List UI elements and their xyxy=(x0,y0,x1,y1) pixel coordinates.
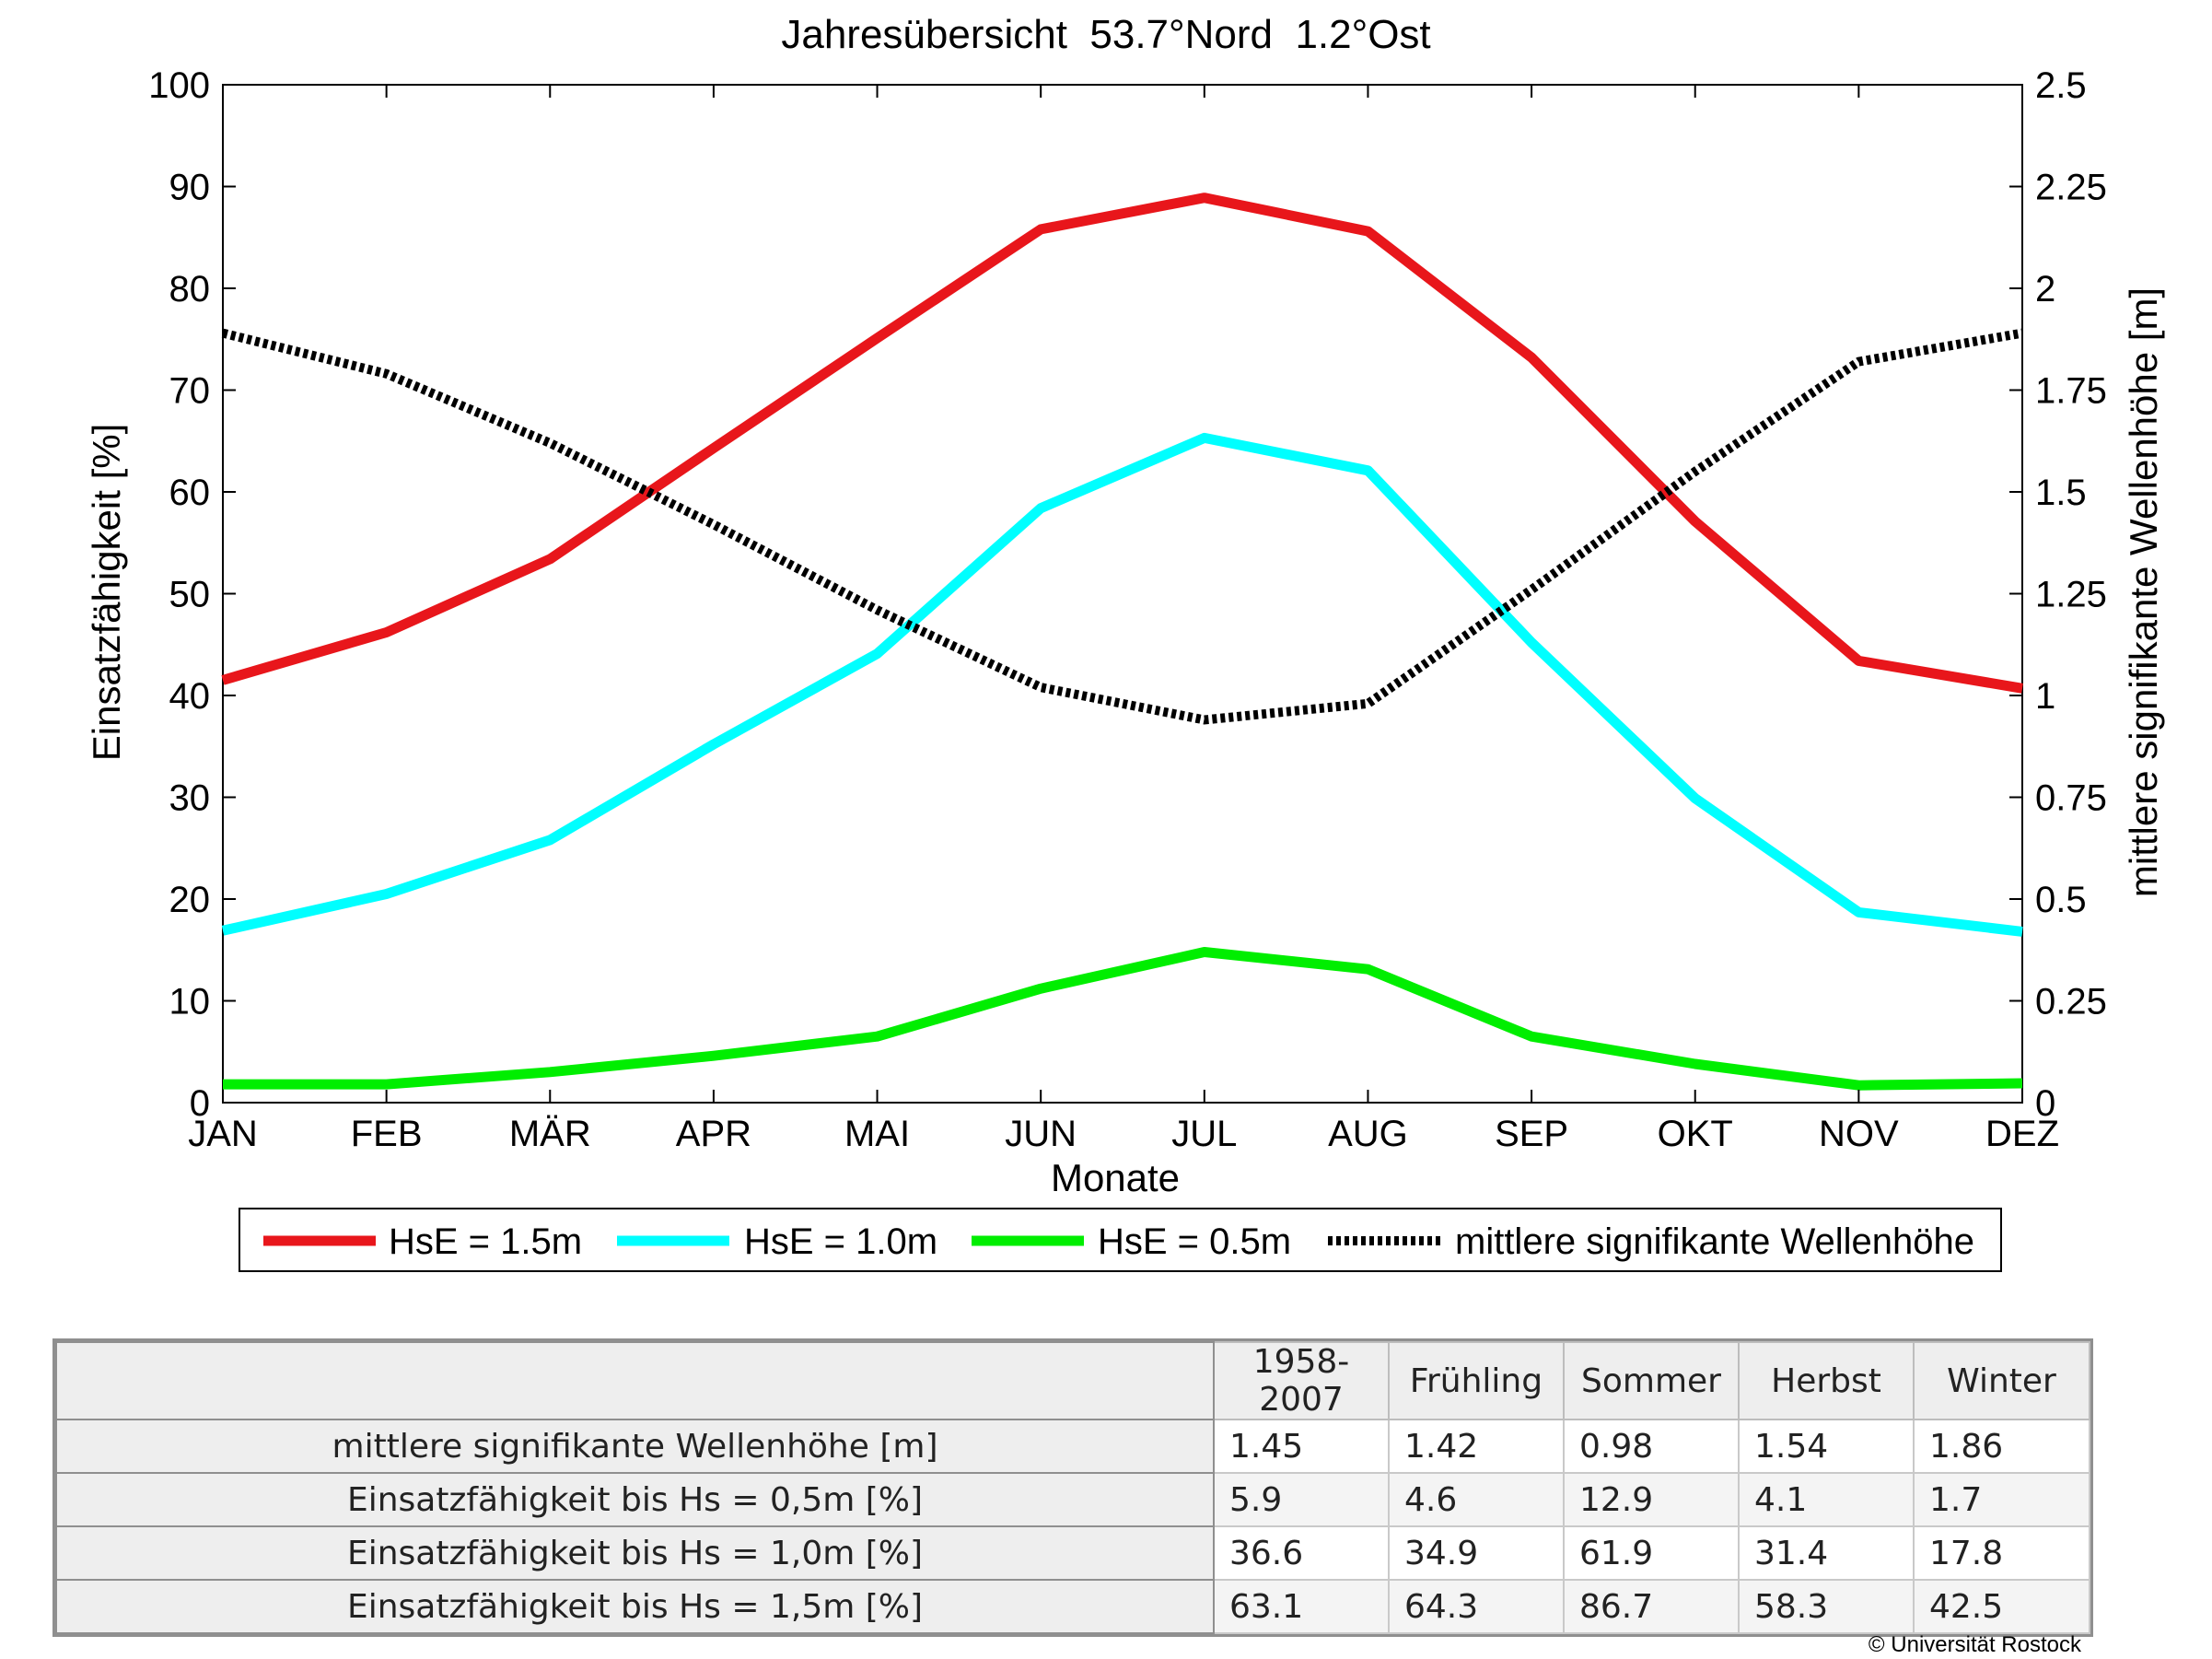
table-cell: 64.3 xyxy=(1388,1579,1565,1634)
series-line-3 xyxy=(221,328,2023,725)
y-tick-label: 80 xyxy=(169,269,211,310)
table-cell: 58.3 xyxy=(1738,1579,1915,1634)
table-header-winter[interactable]: Winter xyxy=(1913,1341,2090,1420)
y2-tick-label: 2.5 xyxy=(2035,65,2087,106)
series-line-1 xyxy=(221,432,2023,937)
table-cell: 1.45 xyxy=(1213,1419,1390,1474)
y-tick-label: 30 xyxy=(169,778,211,819)
table-header-spring[interactable]: Frühling xyxy=(1388,1341,1565,1420)
table-cell: 86.7 xyxy=(1563,1579,1740,1634)
table-corner-cell xyxy=(55,1341,1215,1420)
x-axis-label: Monate xyxy=(1051,1156,1180,1199)
x-tick-label: AUG xyxy=(1328,1114,1408,1154)
y2-tick-label: 2.25 xyxy=(2035,168,2107,208)
legend-label: HsE = 1.0m xyxy=(744,1221,937,1262)
chart-title: Jahresübersicht 53.7°Nord 1.2°Ost xyxy=(781,12,1430,57)
row-label: Einsatzfähigkeit bis Hs = 1,5m [%] xyxy=(55,1579,1215,1634)
y-tick-label: 60 xyxy=(169,473,211,513)
table-header-summer[interactable]: Sommer xyxy=(1563,1341,1740,1420)
table-cell: 34.9 xyxy=(1388,1525,1565,1581)
y2-tick-label: 1.75 xyxy=(2035,371,2107,412)
table-cell: 1.7 xyxy=(1913,1472,2090,1527)
y2-tick-label: 1 xyxy=(2035,676,2055,717)
x-tick-label: JUN xyxy=(1005,1114,1077,1154)
table-cell: 12.9 xyxy=(1563,1472,1740,1527)
table-cell: 0.98 xyxy=(1563,1419,1740,1474)
table-row: Einsatzfähigkeit bis Hs = 0,5m [%] 5.9 4… xyxy=(55,1472,2090,1527)
series-line-0 xyxy=(221,193,2023,694)
copyright-notice: © Universität Rostock xyxy=(1868,1632,2081,1657)
x-tick-label: OKT xyxy=(1658,1114,1733,1154)
y2-tick-label: 0.25 xyxy=(2035,982,2107,1022)
y-tick-label: 100 xyxy=(148,65,210,106)
y2-tick-label: 0 xyxy=(2035,1083,2055,1124)
y-tick-label: 70 xyxy=(169,371,211,412)
x-tick-label: FEB xyxy=(351,1114,423,1154)
legend-label: HsE = 0.5m xyxy=(1098,1221,1291,1262)
table-cell: 5.9 xyxy=(1213,1472,1390,1527)
table-cell: 61.9 xyxy=(1563,1525,1740,1581)
plot-area xyxy=(222,84,2023,1104)
table-header-row: 1958-2007 Frühling Sommer Herbst Winter xyxy=(55,1341,2090,1420)
legend: HsE = 1.5m HsE = 1.0m HsE = 0.5m mittlere s… xyxy=(239,1208,2002,1272)
table-cell: 4.6 xyxy=(1388,1472,1565,1527)
x-tick-label: JAN xyxy=(188,1114,258,1154)
y-tick-label: 20 xyxy=(169,880,211,920)
table-cell: 36.6 xyxy=(1213,1525,1390,1581)
table-row: Einsatzfähigkeit bis Hs = 1,5m [%] 63.1 … xyxy=(55,1579,2090,1634)
x-tick-label: SEP xyxy=(1495,1114,1568,1154)
row-label: Einsatzfähigkeit bis Hs = 1,0m [%] xyxy=(55,1525,1215,1581)
legend-label: HsE = 1.5m xyxy=(389,1221,582,1262)
x-tick-label: MÄR xyxy=(509,1114,591,1154)
row-label: mittlere signifikante Wellenhöhe [m] xyxy=(55,1419,1215,1474)
table-cell: 1.54 xyxy=(1738,1419,1915,1474)
table-cell: 4.1 xyxy=(1738,1472,1915,1527)
table-cell: 63.1 xyxy=(1213,1579,1390,1634)
statistics-table: 1958-2007 Frühling Sommer Herbst Winter … xyxy=(52,1338,2093,1637)
y-tick-label: 90 xyxy=(169,168,211,208)
y2-tick-label: 0.75 xyxy=(2035,778,2107,819)
table-cell: 1.86 xyxy=(1913,1419,2090,1474)
x-tick-label: DEZ xyxy=(1985,1114,2059,1154)
series-line-2 xyxy=(223,947,2023,1091)
table-row: mittlere signifikante Wellenhöhe [m] 1.4… xyxy=(55,1419,2090,1474)
y-axis-label: Einsatzfähigkeit [%] xyxy=(85,424,128,762)
y-tick-label: 10 xyxy=(169,982,211,1022)
table-cell: 31.4 xyxy=(1738,1525,1915,1581)
row-label: Einsatzfähigkeit bis Hs = 0,5m [%] xyxy=(55,1472,1215,1527)
x-tick-label: APR xyxy=(676,1114,751,1154)
x-tick-label: MAI xyxy=(844,1114,910,1154)
y2-tick-label: 1.5 xyxy=(2035,473,2087,513)
table-row: Einsatzfähigkeit bis Hs = 1,0m [%] 36.6 … xyxy=(55,1525,2090,1581)
y-tick-label: 50 xyxy=(169,575,211,615)
table-cell: 17.8 xyxy=(1913,1525,2090,1581)
y2-tick-label: 2 xyxy=(2035,269,2055,310)
y-tick-label: 0 xyxy=(190,1083,210,1124)
table-cell: 1.42 xyxy=(1388,1419,1565,1474)
x-tick-label: NOV xyxy=(1819,1114,1899,1154)
y2-tick-label: 1.25 xyxy=(2035,575,2107,615)
table-cell: 42.5 xyxy=(1913,1579,2090,1634)
chart: Jahresübersicht 53.7°Nord 1.2°Ost JAN FEB… xyxy=(85,12,2165,1272)
legend-label: mittlere signifikante Wellenhöhe xyxy=(1455,1221,1974,1262)
y-tick-label: 40 xyxy=(169,676,211,717)
x-tick-label: JUL xyxy=(1171,1114,1237,1154)
table-header-period[interactable]: 1958-2007 xyxy=(1213,1341,1390,1420)
statistics-table-container: 1958-2007 Frühling Sommer Herbst Winter … xyxy=(52,1338,2093,1637)
table-header-autumn[interactable]: Herbst xyxy=(1738,1341,1915,1420)
y2-axis-label: mittlere signifikante Wellenhöhe [m] xyxy=(2122,287,2165,897)
legend-box xyxy=(239,1208,2002,1272)
y2-tick-label: 0.5 xyxy=(2035,880,2087,920)
